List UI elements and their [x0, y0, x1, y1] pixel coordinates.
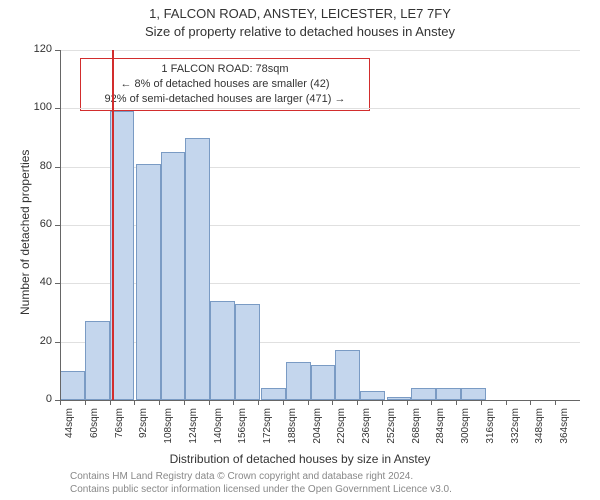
x-tick-label: 140sqm	[213, 408, 224, 454]
info-line-3: 92% of semi-detached houses are larger (…	[87, 92, 363, 107]
y-axis-label: Number of detached properties	[18, 150, 32, 315]
footer-attribution: Contains HM Land Registry data © Crown c…	[70, 470, 452, 496]
info-line-1: 1 FALCON ROAD: 78sqm	[87, 62, 363, 77]
histogram-bar	[335, 350, 360, 400]
y-tick-label: 100	[24, 101, 52, 113]
x-axis-label: Distribution of detached houses by size …	[0, 452, 600, 466]
title-sub: Size of property relative to detached ho…	[0, 24, 600, 39]
x-tick-label: 220sqm	[336, 408, 347, 454]
histogram-bar	[185, 138, 210, 401]
histogram-bar	[360, 391, 385, 400]
info-line-2: ← 8% of detached houses are smaller (42)	[87, 77, 363, 92]
grid-line	[60, 50, 580, 51]
x-tick-label: 316sqm	[485, 408, 496, 454]
histogram-bar	[210, 301, 235, 400]
x-tick-label: 92sqm	[138, 408, 149, 454]
x-tick-label: 60sqm	[89, 408, 100, 454]
histogram-bar	[261, 388, 286, 400]
x-tick-label: 284sqm	[435, 408, 446, 454]
x-axis-line	[60, 400, 580, 401]
grid-line	[60, 108, 580, 109]
footer-line-1: Contains HM Land Registry data © Crown c…	[70, 470, 452, 483]
x-tick-label: 252sqm	[386, 408, 397, 454]
y-axis-line	[60, 50, 61, 400]
histogram-bar	[311, 365, 336, 400]
x-tick-label: 76sqm	[114, 408, 125, 454]
histogram-bar	[411, 388, 436, 400]
y-tick-label: 60	[24, 218, 52, 230]
histogram-bar	[461, 388, 486, 400]
x-tick-label: 44sqm	[64, 408, 75, 454]
x-tick-label: 172sqm	[262, 408, 273, 454]
x-tick-label: 156sqm	[237, 408, 248, 454]
histogram-bar	[161, 152, 186, 400]
x-tick-label: 236sqm	[361, 408, 372, 454]
y-tick-label: 120	[24, 43, 52, 55]
x-tick-label: 332sqm	[510, 408, 521, 454]
y-tick-label: 80	[24, 160, 52, 172]
histogram-bar	[85, 321, 110, 400]
x-tick-label: 108sqm	[163, 408, 174, 454]
y-tick-label: 20	[24, 335, 52, 347]
x-tick-label: 348sqm	[534, 408, 545, 454]
marker-line	[112, 50, 114, 400]
x-tick-label: 188sqm	[287, 408, 298, 454]
title-main: 1, FALCON ROAD, ANSTEY, LEICESTER, LE7 7…	[0, 6, 600, 21]
x-tick-label: 300sqm	[460, 408, 471, 454]
x-tick-label: 364sqm	[559, 408, 570, 454]
histogram-bar	[235, 304, 260, 400]
histogram-bar	[136, 164, 161, 400]
y-tick-label: 40	[24, 276, 52, 288]
x-tick-label: 124sqm	[188, 408, 199, 454]
y-tick-label: 0	[24, 393, 52, 405]
histogram-bar	[286, 362, 311, 400]
x-tick-label: 268sqm	[411, 408, 422, 454]
histogram-bar	[436, 388, 461, 400]
info-box: 1 FALCON ROAD: 78sqm ← 8% of detached ho…	[80, 58, 370, 111]
histogram-bar	[60, 371, 85, 400]
footer-line-2: Contains public sector information licen…	[70, 483, 452, 496]
x-tick-label: 204sqm	[312, 408, 323, 454]
